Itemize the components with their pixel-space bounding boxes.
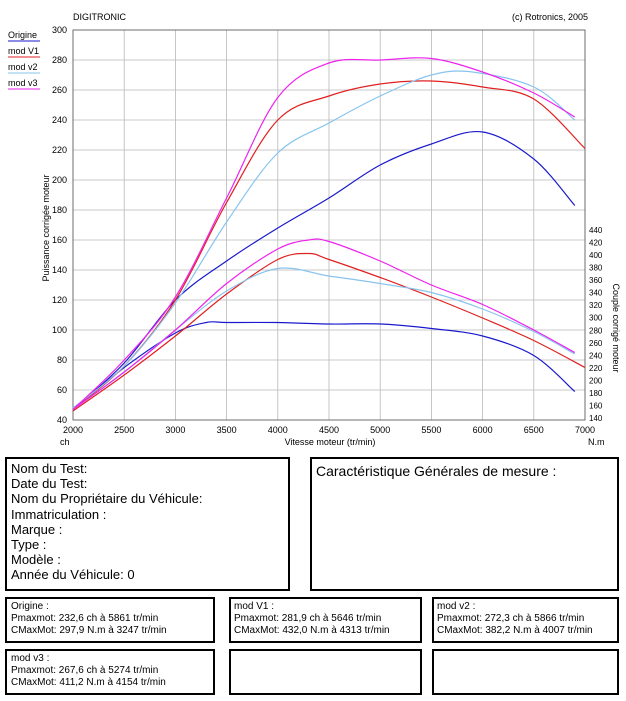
result-title-mod-v2: mod v2 : bbox=[437, 601, 476, 612]
result-box-mod-v3: mod v3 : Pmaxmot: 267,6 ch à 5274 tr/min… bbox=[5, 649, 215, 695]
chart-ticks: 2000 2500 3000 3500 4000 4500 5000 5500 6000 6500… bbox=[52, 25, 603, 435]
y-axis-right-label: Couple corrigé moteur bbox=[611, 283, 621, 372]
x-tick-label: 2000 bbox=[63, 425, 83, 435]
result-pmax-origine: Pmaxmot: 232,6 ch à 5861 tr/min bbox=[11, 613, 159, 624]
x-tick-label: 2500 bbox=[114, 425, 134, 435]
y-right-tick-label: 260 bbox=[589, 339, 603, 348]
y-right-tick-label: 180 bbox=[589, 389, 603, 398]
registration: Immatriculation : bbox=[11, 506, 107, 522]
series-line-origine-torque bbox=[72, 321, 576, 410]
legend-item-mod-v3: mod v3 bbox=[8, 78, 38, 88]
x-tick-label: 4500 bbox=[319, 425, 339, 435]
x-tick-label: 6500 bbox=[524, 425, 544, 435]
x-tick-label: 6000 bbox=[473, 425, 493, 435]
series-line-mod-v2-power bbox=[72, 70, 576, 409]
y-left-tick-label: 140 bbox=[52, 265, 67, 275]
y-right-tick-label: 380 bbox=[589, 264, 603, 273]
y-left-tick-label: 100 bbox=[52, 325, 67, 335]
result-title-mod-v3: mod v3 : bbox=[11, 653, 50, 664]
general-characteristics-box: Caractéristique Générales de mesure : bbox=[310, 457, 619, 591]
y-right-tick-label: 320 bbox=[589, 301, 603, 310]
y-left-tick-label: 160 bbox=[52, 235, 67, 245]
legend-item-mod-v2: mod v2 bbox=[8, 62, 38, 72]
result-box-empty-2 bbox=[432, 649, 619, 695]
y-right-tick-label: 400 bbox=[589, 251, 603, 260]
result-title-origine: Origine : bbox=[11, 601, 49, 612]
y-right-tick-label: 240 bbox=[589, 351, 603, 360]
legend: Origine mod V1 mod v2 mod v3 bbox=[8, 30, 40, 90]
result-pmax-mod-v1: Pmaxmot: 281,9 ch à 5646 tr/min bbox=[234, 613, 382, 624]
header-right: (c) Rotronics, 2005 bbox=[512, 12, 588, 22]
result-pmax-mod-v3: Pmaxmot: 267,6 ch à 5274 tr/min bbox=[11, 665, 159, 676]
result-cmax-mod-v3: CMaxMot: 411,2 N.m à 4154 tr/min bbox=[11, 677, 166, 688]
vehicle-year: Année du Véhicule: 0 bbox=[11, 567, 135, 583]
x-tick-label: 5000 bbox=[370, 425, 390, 435]
plot-frame bbox=[72, 29, 586, 421]
y-right-tick-label: 340 bbox=[589, 289, 603, 298]
y-left-tick-label: 60 bbox=[57, 385, 67, 395]
result-pmax-mod-v2: Pmaxmot: 272,3 ch à 5866 tr/min bbox=[437, 613, 585, 624]
x-tick-label: 4000 bbox=[268, 425, 288, 435]
dyno-chart: DIGITRONIC (c) Rotronics, 2005 Origine m… bbox=[8, 12, 621, 447]
owner-name: Nom du Propriétaire du Véhicule: bbox=[11, 491, 203, 507]
model: Modèle : bbox=[11, 552, 61, 568]
series-line-mod-v1-torque bbox=[72, 252, 586, 412]
test-name: Nom du Test: bbox=[11, 461, 88, 476]
y-right-tick-label: 280 bbox=[589, 326, 603, 335]
y-left-tick-label: 300 bbox=[52, 25, 67, 35]
y-left-tick-label: 220 bbox=[52, 145, 67, 155]
result-title-mod-v1: mod V1 : bbox=[234, 601, 275, 612]
x-tick-label: 3000 bbox=[165, 425, 185, 435]
y-left-tick-label: 280 bbox=[52, 55, 67, 65]
result-box-mod-v1: mod V1 : Pmaxmot: 281,9 ch à 5646 tr/min… bbox=[229, 597, 422, 643]
chart-grid bbox=[72, 29, 586, 421]
x-tick-label: 7000 bbox=[575, 425, 595, 435]
y-left-tick-label: 180 bbox=[52, 205, 67, 215]
y-left-tick-label: 200 bbox=[52, 175, 67, 185]
result-box-origine: Origine : Pmaxmot: 232,6 ch à 5861 tr/mi… bbox=[5, 597, 215, 643]
series-line-mod-v3-torque bbox=[72, 238, 576, 410]
result-cmax-mod-v2: CMaxMot: 382,2 N.m à 4007 tr/min bbox=[437, 625, 593, 636]
result-cmax-mod-v1: CMaxMot: 432,0 N.m à 4313 tr/min bbox=[234, 625, 390, 636]
x-axis-label: Vitesse moteur (tr/min) bbox=[285, 437, 376, 447]
y-right-tick-label: 360 bbox=[589, 276, 603, 285]
y-right-tick-label: 160 bbox=[589, 401, 603, 410]
y-right-tick-label: 300 bbox=[589, 314, 603, 323]
test-info-box: Nom du Test: Date du Test: Nom du Propri… bbox=[5, 457, 290, 591]
y-right-tick-label: 440 bbox=[589, 226, 603, 235]
y-left-tick-label: 80 bbox=[57, 355, 67, 365]
x-tick-label: 5500 bbox=[421, 425, 441, 435]
legend-item-mod-v1: mod V1 bbox=[8, 46, 39, 56]
y-left-tick-label: 40 bbox=[57, 415, 67, 425]
y-left-tick-label: 120 bbox=[52, 295, 67, 305]
x-tick-label: 3500 bbox=[217, 425, 237, 435]
test-date: Date du Test: bbox=[11, 476, 88, 492]
y-axis-left-label: Puissance corrigée moteur bbox=[41, 174, 51, 281]
general-characteristics-title: Caractéristique Générales de mesure : bbox=[316, 463, 557, 479]
header-left: DIGITRONIC bbox=[73, 12, 126, 22]
y-left-tick-label: 260 bbox=[52, 85, 67, 95]
result-box-mod-v2: mod v2 : Pmaxmot: 272,3 ch à 5866 tr/min… bbox=[432, 597, 619, 643]
brand: Marque : bbox=[11, 521, 63, 537]
result-box-empty-1 bbox=[229, 649, 422, 695]
y-right-tick-label: 220 bbox=[589, 364, 603, 373]
y-left-tick-label: 240 bbox=[52, 115, 67, 125]
y-right-tick-label: 200 bbox=[589, 376, 603, 385]
x-unit-right: N.m bbox=[588, 437, 605, 447]
series-line-origine-power bbox=[72, 130, 576, 410]
vehicle-type: Type : bbox=[11, 537, 47, 553]
x-unit-left: ch bbox=[60, 437, 70, 447]
series-line-mod-v3-power bbox=[72, 57, 576, 410]
y-right-tick-label: 140 bbox=[589, 414, 603, 423]
chart-series bbox=[72, 57, 586, 412]
result-cmax-origine: CMaxMot: 297,9 N.m à 3247 tr/min bbox=[11, 625, 167, 636]
legend-item-origine: Origine bbox=[8, 30, 37, 40]
y-right-tick-label: 420 bbox=[589, 239, 603, 248]
